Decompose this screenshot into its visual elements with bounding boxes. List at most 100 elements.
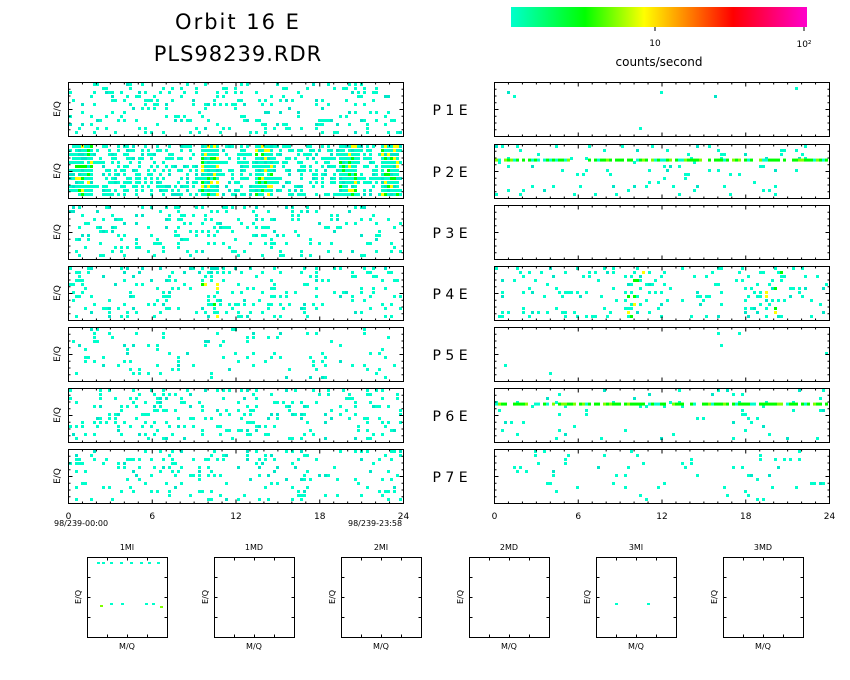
heatmap-cell	[240, 389, 243, 392]
heatmap-cell	[342, 173, 345, 176]
right-panel-frame	[494, 82, 830, 137]
heatmap-cell	[267, 173, 270, 176]
heatmap-cell	[108, 417, 111, 420]
heatmap-cell	[321, 185, 324, 188]
heatmap-cell	[264, 123, 267, 126]
heatmap-cell	[114, 169, 117, 172]
heatmap-cell	[72, 291, 75, 294]
heatmap-cell	[291, 193, 294, 196]
heatmap-cell	[234, 103, 237, 106]
heatmap-cell	[267, 189, 270, 192]
heatmap-cell	[294, 466, 297, 469]
heatmap-cell	[261, 169, 264, 172]
heatmap-cell	[324, 226, 327, 229]
heatmap-cell	[219, 494, 222, 497]
heatmap-cell	[87, 173, 90, 176]
heatmap-band-cell	[570, 402, 573, 406]
heatmap-cell	[300, 161, 303, 164]
heatmap-cell	[78, 271, 81, 274]
heatmap-cell	[147, 149, 150, 152]
heatmap-cell	[231, 145, 234, 148]
heatmap-band-cell	[609, 158, 612, 162]
heatmap-cell	[129, 425, 132, 428]
heatmap-cell	[276, 401, 279, 404]
heatmap-cell	[315, 295, 318, 298]
heatmap-cell	[258, 189, 261, 192]
heatmap-cell	[270, 295, 273, 298]
heatmap-cell	[216, 222, 219, 225]
heatmap-band-cell	[723, 402, 726, 406]
heatmap-cell	[105, 127, 108, 130]
heatmap-band-cell	[795, 402, 798, 406]
heatmap-cell	[201, 222, 204, 225]
heatmap-cell	[291, 486, 294, 489]
heatmap-band-cell	[660, 402, 663, 406]
heatmap-cell	[105, 145, 108, 148]
heatmap-cell	[111, 111, 114, 114]
heatmap-cell	[153, 315, 156, 318]
heatmap-cell	[612, 185, 615, 188]
heatmap-cell	[258, 149, 261, 152]
heatmap-band-cell	[717, 402, 720, 406]
heatmap-cell	[339, 226, 342, 229]
heatmap-cell	[717, 315, 720, 318]
heatmap-band-cell	[816, 158, 819, 162]
small-panel-frame	[596, 557, 677, 638]
heatmap-cell	[366, 389, 369, 392]
heatmap-cell	[612, 287, 615, 290]
heatmap-cell	[672, 433, 675, 436]
heatmap-cell	[207, 474, 210, 477]
heatmap-cell	[177, 246, 180, 249]
heatmap-cell	[375, 238, 378, 241]
heatmap-cell	[117, 161, 120, 164]
heatmap-band-cell	[495, 158, 498, 162]
heatmap-cell	[351, 364, 354, 367]
heatmap-cell	[243, 115, 246, 118]
heatmap-cell	[141, 425, 144, 428]
heatmap-cell	[120, 238, 123, 241]
heatmap-cell	[255, 181, 258, 184]
heatmap-cell	[120, 315, 123, 318]
heatmap-cell	[192, 153, 195, 156]
heatmap-cell	[132, 169, 135, 172]
heatmap-cell	[381, 161, 384, 164]
heatmap-cell	[78, 173, 81, 176]
heatmap-band-cell	[735, 402, 738, 406]
heatmap-cell	[273, 242, 276, 245]
heatmap-cell	[342, 189, 345, 192]
heatmap-cell	[357, 193, 360, 196]
heatmap-cell	[93, 340, 96, 343]
heatmap-cell	[336, 226, 339, 229]
heatmap-cell	[132, 372, 135, 375]
heatmap-cell	[156, 299, 159, 302]
heatmap-cell	[123, 462, 126, 465]
heatmap-cell	[246, 165, 249, 168]
heatmap-cell	[111, 336, 114, 339]
heatmap-cell	[201, 165, 204, 168]
heatmap-cell	[384, 165, 387, 168]
heatmap-cell	[360, 173, 363, 176]
heatmap-cell	[204, 157, 207, 160]
heatmap-cell	[237, 181, 240, 184]
heatmap-cell	[336, 478, 339, 481]
small-panel-title: 2MD	[500, 543, 518, 552]
heatmap-cell	[666, 169, 669, 172]
heatmap-band-cell	[750, 158, 753, 162]
heatmap-cell	[255, 161, 258, 164]
heatmap-cell	[366, 131, 369, 134]
heatmap-cell	[210, 161, 213, 164]
heatmap-cell	[306, 210, 309, 213]
heatmap-cell	[171, 470, 174, 473]
heatmap-cell	[144, 482, 147, 485]
heatmap-cell	[630, 315, 633, 318]
heatmap-cell	[117, 364, 120, 367]
heatmap-cell	[396, 161, 399, 164]
heatmap-cell	[342, 149, 345, 152]
heatmap-cell	[393, 177, 396, 180]
heatmap-cell	[201, 161, 204, 164]
heatmap-cell	[315, 307, 318, 310]
heatmap-cell	[90, 123, 93, 126]
heatmap-cell	[795, 87, 798, 90]
heatmap-cell	[69, 189, 72, 192]
heatmap-cell	[303, 169, 306, 172]
